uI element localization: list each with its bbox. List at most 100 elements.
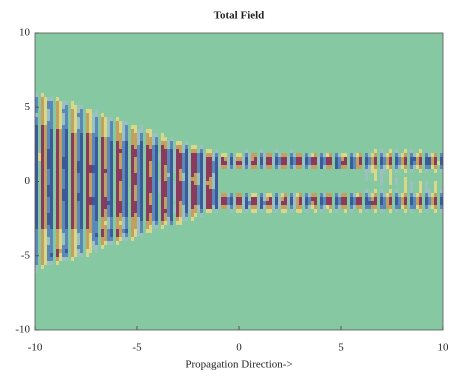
field-cell bbox=[65, 205, 68, 209]
field-cell bbox=[131, 201, 134, 205]
field-cell bbox=[200, 177, 203, 181]
field-cell bbox=[131, 217, 134, 221]
field-cell bbox=[62, 109, 65, 113]
field-cell bbox=[440, 205, 443, 209]
field-cell bbox=[134, 181, 137, 185]
field-cell bbox=[404, 165, 407, 169]
field-cell bbox=[41, 261, 44, 265]
field-cell bbox=[137, 201, 140, 205]
field-cell bbox=[278, 193, 281, 197]
field-cell bbox=[59, 213, 62, 217]
field-cell bbox=[110, 181, 113, 185]
field-cell bbox=[149, 205, 152, 209]
field-cell bbox=[275, 205, 278, 209]
field-cell bbox=[191, 185, 194, 189]
field-cell bbox=[77, 153, 80, 157]
field-cell bbox=[50, 257, 53, 261]
field-cell bbox=[101, 153, 104, 157]
field-cell bbox=[254, 153, 257, 157]
field-cell bbox=[299, 205, 302, 209]
field-cell bbox=[185, 169, 188, 173]
field-cell bbox=[149, 149, 152, 153]
field-cell bbox=[47, 169, 50, 173]
field-cell bbox=[185, 189, 188, 193]
field-cell bbox=[155, 209, 158, 213]
field-cell bbox=[125, 185, 128, 189]
field-cell bbox=[59, 173, 62, 177]
field-cell bbox=[380, 189, 383, 193]
field-cell bbox=[131, 137, 134, 141]
field-cell bbox=[62, 145, 65, 149]
field-cell bbox=[134, 213, 137, 217]
field-cell bbox=[173, 185, 176, 189]
field-cell bbox=[170, 189, 173, 193]
field-cell bbox=[44, 257, 47, 261]
field-cell bbox=[116, 233, 119, 237]
field-cell bbox=[56, 241, 59, 245]
field-cell bbox=[395, 209, 398, 213]
field-cell bbox=[140, 233, 143, 237]
field-cell bbox=[92, 149, 95, 153]
field-cell bbox=[95, 113, 98, 117]
field-cell bbox=[137, 221, 140, 225]
field-cell bbox=[104, 209, 107, 213]
field-cell bbox=[122, 169, 125, 173]
field-cell bbox=[209, 201, 212, 205]
field-cell bbox=[41, 189, 44, 193]
field-cell bbox=[80, 161, 83, 165]
field-cell bbox=[215, 157, 218, 161]
field-cell bbox=[89, 241, 92, 245]
field-cell bbox=[50, 177, 53, 181]
field-cell bbox=[122, 149, 125, 153]
field-cell bbox=[134, 209, 137, 213]
field-cell bbox=[119, 197, 122, 201]
field-cell bbox=[47, 193, 50, 197]
field-cell bbox=[44, 205, 47, 209]
field-cell bbox=[116, 237, 119, 241]
field-cell bbox=[149, 229, 152, 233]
field-cell bbox=[71, 149, 74, 153]
field-cell bbox=[419, 189, 422, 193]
field-cell bbox=[107, 217, 110, 221]
field-cell bbox=[62, 181, 65, 185]
field-cell bbox=[80, 181, 83, 185]
field-cell bbox=[257, 157, 260, 161]
field-cell bbox=[320, 193, 323, 197]
field-cell bbox=[104, 225, 107, 229]
field-cell bbox=[314, 161, 317, 165]
field-cell bbox=[119, 165, 122, 169]
field-cell bbox=[374, 201, 377, 205]
field-cell bbox=[86, 245, 89, 249]
field-cell bbox=[41, 165, 44, 169]
field-cell bbox=[140, 209, 143, 213]
field-cell bbox=[71, 133, 74, 137]
field-cell bbox=[92, 209, 95, 213]
field-cell bbox=[92, 173, 95, 177]
field-cell bbox=[329, 161, 332, 165]
field-cell bbox=[86, 157, 89, 161]
field-cell bbox=[269, 201, 272, 205]
field-cell bbox=[47, 237, 50, 241]
field-cell bbox=[110, 233, 113, 237]
field-cell bbox=[161, 169, 164, 173]
field-cell bbox=[86, 133, 89, 137]
field-cell bbox=[287, 157, 290, 161]
field-cell bbox=[50, 225, 53, 229]
field-cell bbox=[440, 165, 443, 169]
field-cell bbox=[155, 145, 158, 149]
field-cell bbox=[74, 149, 77, 153]
field-cell bbox=[56, 125, 59, 129]
field-cell bbox=[62, 197, 65, 201]
field-cell bbox=[224, 161, 227, 165]
field-cell bbox=[50, 181, 53, 185]
field-cell bbox=[146, 221, 149, 225]
field-cell bbox=[182, 217, 185, 221]
field-cell bbox=[95, 109, 98, 113]
field-cell bbox=[341, 201, 344, 205]
field-cell bbox=[89, 217, 92, 221]
field-cell bbox=[101, 189, 104, 193]
field-cell bbox=[62, 129, 65, 133]
field-cell bbox=[41, 113, 44, 117]
field-cell bbox=[122, 137, 125, 141]
field-cell bbox=[65, 177, 68, 181]
